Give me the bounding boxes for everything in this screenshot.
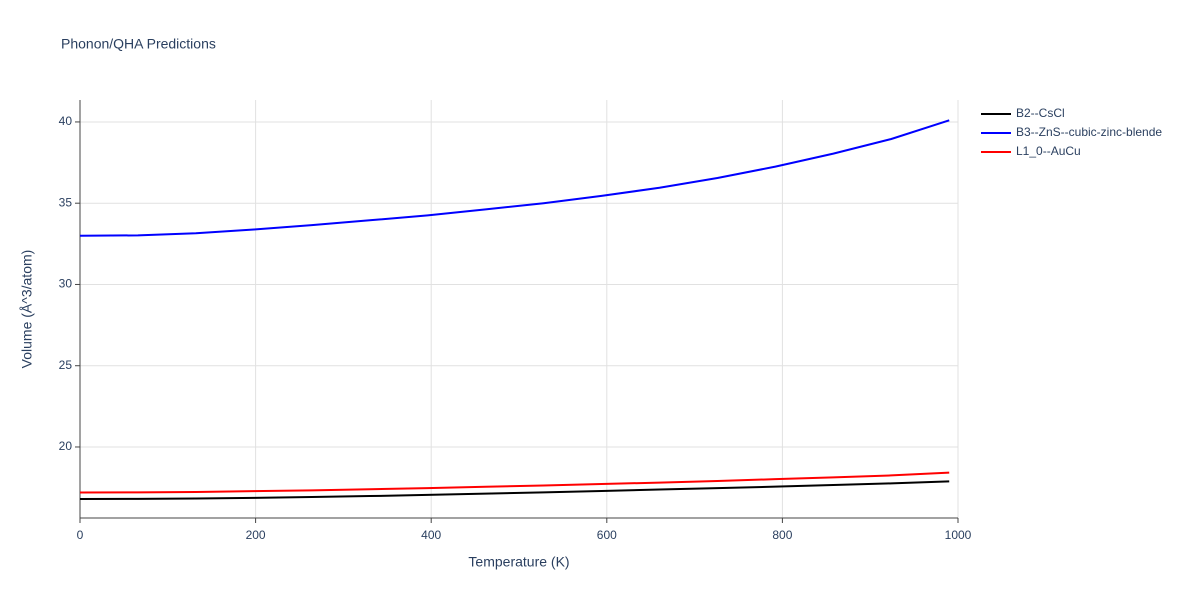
line-series [79,480,950,500]
y-tick-label: 25 [59,358,73,372]
line-series [79,471,950,494]
x-tick-label: 600 [597,528,617,542]
y-tick-label: 20 [59,439,73,453]
y-tick-label: 35 [59,195,73,209]
x-tick-label: 800 [772,528,792,542]
legend-label: B2--CsCl [1016,106,1065,120]
legend-label: L1_0--AuCu [1016,144,1081,158]
chart-title: Phonon/QHA Predictions [61,36,216,52]
x-axis-title: Temperature (K) [468,554,569,570]
x-tick-label: 400 [421,528,441,542]
y-tick-label: 40 [59,114,73,128]
legend-label: B3--ZnS--cubic-zinc-blende [1016,125,1162,139]
x-tick-label: 1000 [945,528,972,542]
x-tick-label: 200 [246,528,266,542]
line-series [79,119,950,237]
y-axis-title: Volume (Å^3/atom) [19,250,35,369]
y-tick-label: 30 [59,277,73,291]
x-tick-label: 0 [77,528,84,542]
